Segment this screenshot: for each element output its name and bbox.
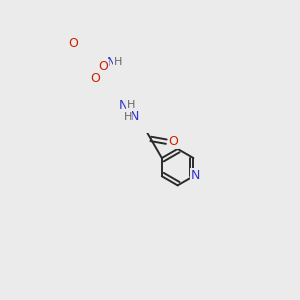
Text: O: O xyxy=(90,72,100,85)
Text: N: N xyxy=(190,169,200,182)
Text: H: H xyxy=(123,112,132,122)
Text: O: O xyxy=(169,135,178,148)
Text: O: O xyxy=(68,37,78,50)
Text: H: H xyxy=(114,57,122,68)
Text: N: N xyxy=(106,56,116,69)
Text: N: N xyxy=(118,98,128,112)
Text: O: O xyxy=(99,60,109,73)
Text: H: H xyxy=(127,100,135,110)
Text: N: N xyxy=(130,110,139,124)
